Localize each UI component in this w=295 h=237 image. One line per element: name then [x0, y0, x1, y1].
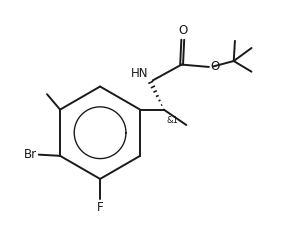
Text: O: O: [210, 60, 219, 73]
Text: O: O: [178, 24, 187, 37]
Text: Br: Br: [24, 148, 37, 161]
Text: F: F: [97, 201, 104, 214]
Text: HN: HN: [130, 68, 148, 81]
Text: &1: &1: [166, 116, 178, 124]
